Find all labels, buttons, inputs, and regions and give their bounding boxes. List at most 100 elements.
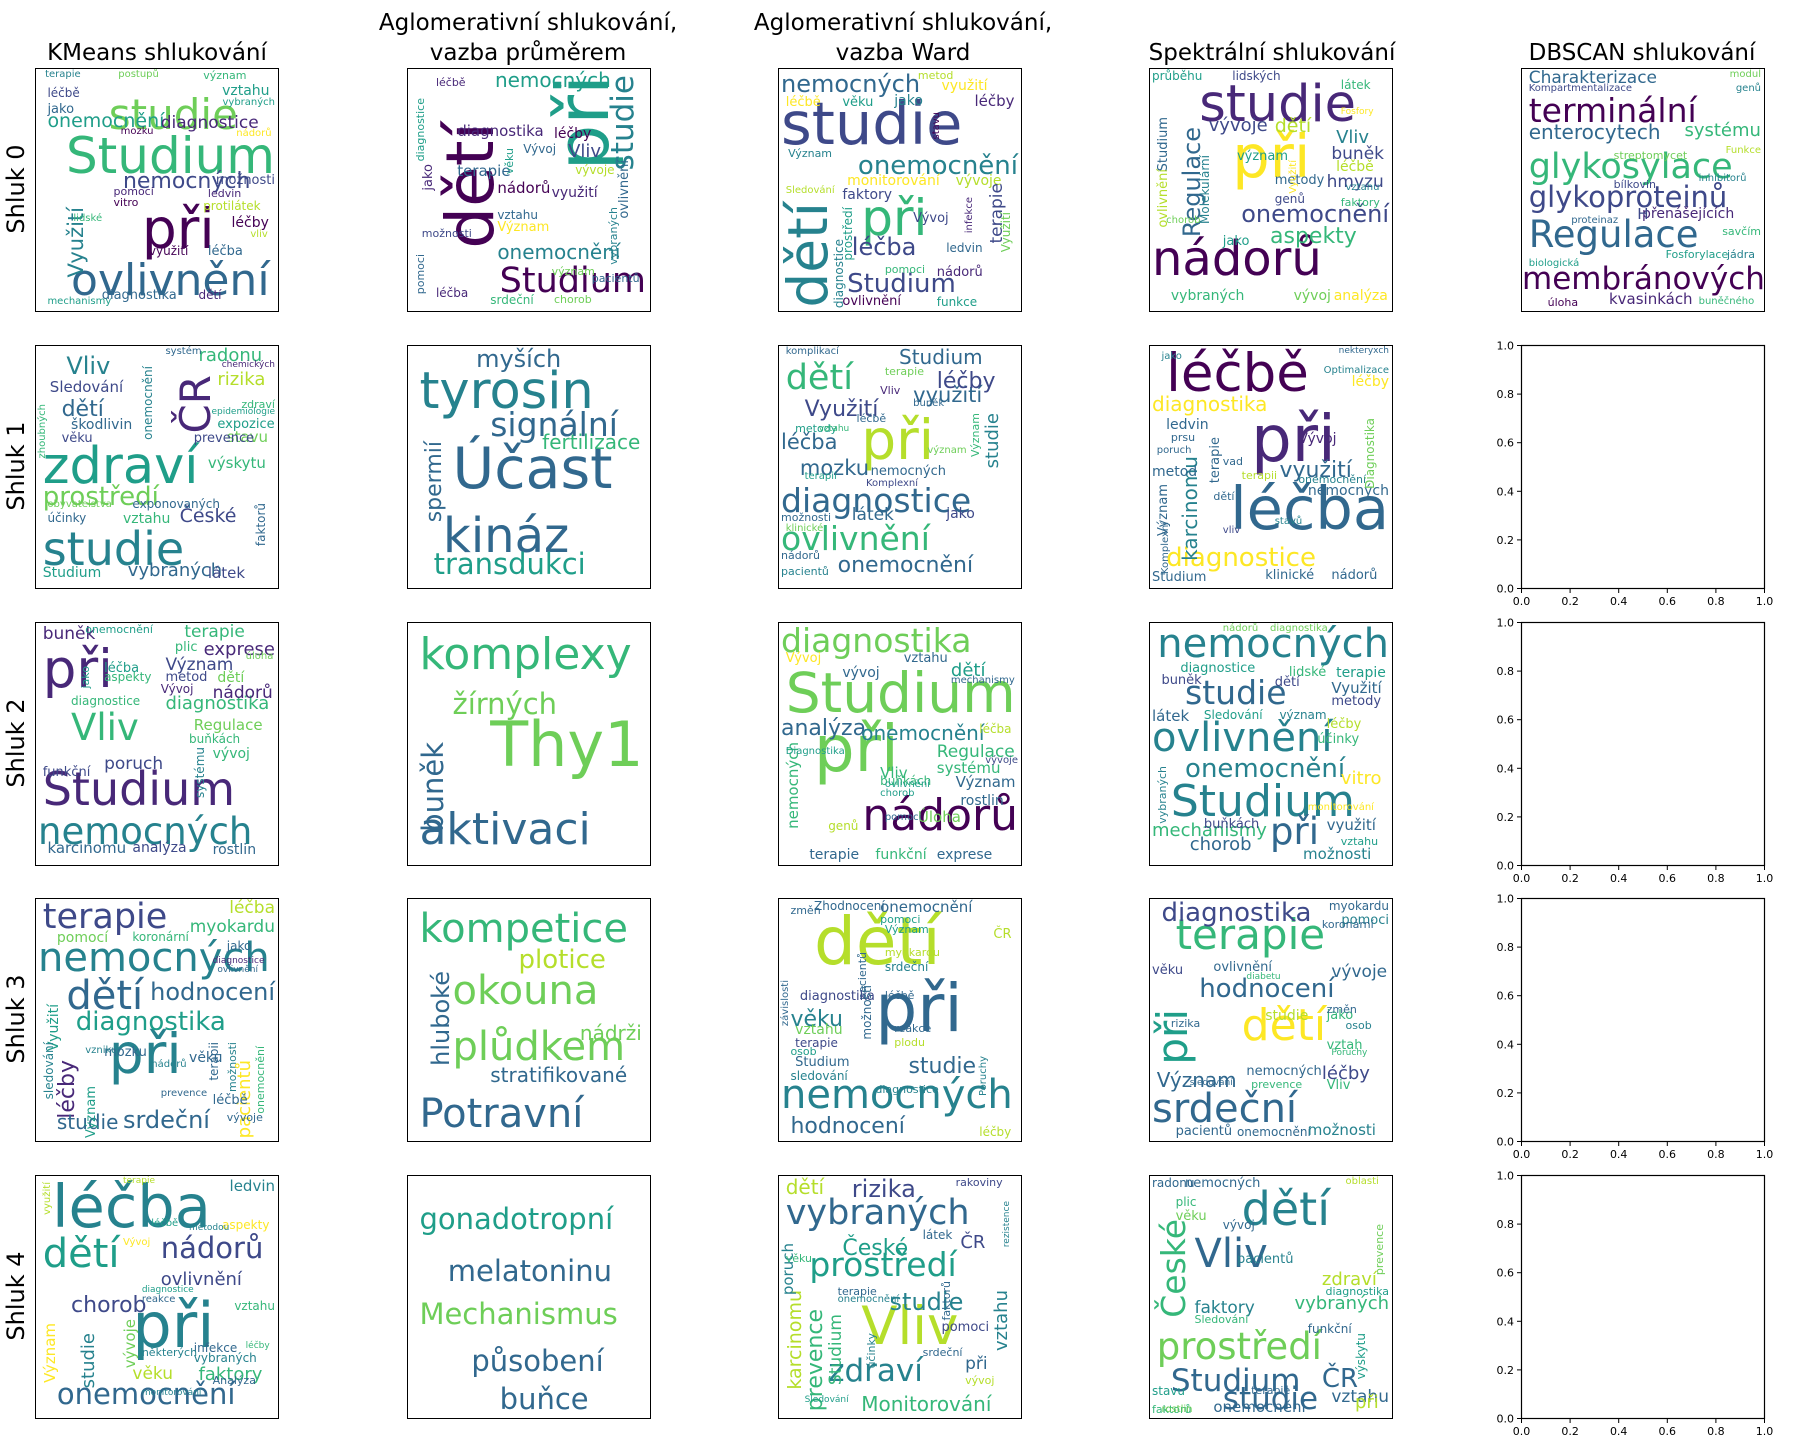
y-tick-label: 0.2	[1497, 1364, 1515, 1377]
cloud-word: vybraných	[1170, 288, 1245, 305]
x-tick-label: 0.0	[1513, 595, 1531, 608]
cloud-word: dětí	[1241, 999, 1327, 1051]
cloud-word: látek	[207, 564, 246, 583]
cloud-word: osob	[1345, 1019, 1372, 1033]
cloud-word: ovlivnění	[160, 1269, 242, 1291]
cloud-word: hluboké	[426, 970, 455, 1066]
cloud-word: změn	[1326, 1002, 1357, 1016]
cloud-word: jako	[420, 164, 436, 191]
row-label: Shluk 2	[2, 698, 30, 788]
cloud-word: terapie	[837, 1284, 877, 1298]
cloud-word: nemocných	[781, 70, 921, 99]
cloud-word: nádorů	[781, 548, 820, 562]
cloud-word: možnosti	[860, 984, 875, 1040]
cloud-word: vztahu	[1331, 1387, 1389, 1408]
cloud-word: nádorů	[212, 683, 273, 704]
cloud-word: využití	[551, 184, 598, 201]
y-tick-label: 0.8	[1497, 388, 1515, 401]
cloud-word: ovlivnění	[1152, 715, 1333, 762]
cloud-word: poruch	[104, 754, 164, 775]
cloud-word: při	[1232, 121, 1311, 191]
cloud-word: aspekty	[222, 1218, 270, 1233]
cloud-word: Sledování	[804, 1395, 849, 1406]
cloud-word: Vliv	[1194, 1230, 1268, 1277]
cloud-word: buněk	[1331, 143, 1385, 164]
cloud-word: vývoj	[1222, 1218, 1255, 1233]
y-tick-label: 0.8	[1497, 665, 1515, 678]
row-label: Shluk 3	[2, 974, 30, 1064]
cloud-word: žírných	[452, 687, 558, 722]
cloud-word: prevence	[1372, 1224, 1386, 1276]
cloud-word: dětí	[42, 1230, 120, 1277]
cloud-word: dětí	[1274, 115, 1312, 138]
cloud-word: dětí	[217, 670, 245, 687]
cloud-word: modul	[1729, 69, 1761, 80]
cloud-word: ovlivnění	[781, 518, 930, 558]
cloud-word: Vývoj	[1298, 430, 1337, 447]
cloud-word: diagnostika	[1152, 392, 1268, 417]
wordcloud-panel: Thy1 komplexy aktivaci žírných buněk	[407, 622, 651, 866]
cloud-word: ledvin	[229, 1177, 275, 1196]
cloud-word: úloha	[245, 651, 274, 663]
cloud-word: vývoje	[985, 755, 1018, 767]
cloud-word: stavů	[1274, 515, 1303, 527]
column-title-line: KMeans shlukování	[47, 40, 267, 66]
cloud-word: vybraných	[222, 97, 275, 109]
cloud-word: terapie	[184, 622, 245, 642]
cloud-word: onemocnění	[1298, 473, 1367, 487]
cloud-word: látek	[922, 1227, 953, 1242]
column-title-line: vazba Ward	[835, 40, 971, 66]
cloud-word: využití	[1326, 815, 1376, 834]
wordcloud-panel: dětí při diagnostice ovlivnění Využití využit…	[778, 345, 1022, 589]
cloud-word: pacientů	[1175, 1124, 1233, 1139]
cloud-word: ledvin	[207, 187, 242, 200]
cloud-word: bílkovin	[1613, 177, 1657, 191]
column-title-line: Spektrální shlukování	[1148, 40, 1396, 66]
y-tick-label: 0.0	[1497, 1136, 1515, 1149]
y-tick-label: 0.6	[1497, 1267, 1515, 1280]
cloud-word: onemocnění	[497, 240, 621, 265]
cloud-word: sledování	[41, 1041, 56, 1099]
x-tick-label: 0.4	[1610, 872, 1628, 885]
cloud-word: gonadotropní	[419, 1202, 614, 1237]
cloud-word: inhibitorů	[1698, 172, 1747, 184]
x-tick-label: 0.8	[1707, 1425, 1725, 1438]
cloud-word: monitorování	[141, 1388, 202, 1399]
cloud-word: pomoci	[413, 254, 427, 295]
x-tick-label: 0.6	[1659, 595, 1677, 608]
cloud-word: Vliv	[880, 763, 908, 782]
wordcloud-panel: vybraných Vliv prostředí zdraví rizika dětí Če…	[778, 1175, 1022, 1419]
cloud-word: vztahu	[1340, 835, 1379, 849]
cloud-word: monitorování	[1307, 802, 1374, 814]
y-tick-label: 1.0	[1497, 1170, 1515, 1183]
cloud-word: Vliv	[1326, 1078, 1351, 1094]
cloud-word: využití	[41, 1181, 53, 1215]
column-title-line: vazba průměrem	[429, 40, 627, 66]
cloud-word: Studium	[847, 268, 956, 299]
cloud-word: protilátek	[203, 198, 261, 213]
cloud-word: systém	[165, 346, 202, 357]
cloud-word: význam	[1236, 149, 1289, 165]
cloud-word: streptomycet	[1613, 149, 1688, 163]
y-tick-label: 0.2	[1497, 1087, 1515, 1100]
y-tick-label: 0.6	[1497, 437, 1515, 450]
cloud-word: účinky	[864, 1332, 878, 1369]
cloud-word: Studium	[1155, 117, 1171, 172]
cloud-word: terapie	[884, 364, 924, 378]
cloud-word: rizika	[851, 1175, 916, 1203]
cloud-word: vztahu	[991, 1290, 1013, 1352]
cloud-word: terapie	[457, 162, 511, 181]
cloud-word: Účast	[452, 436, 613, 503]
cloud-word: funkční	[875, 847, 927, 863]
cloud-word: Thy1	[490, 707, 644, 781]
cloud-word: Využití	[999, 211, 1014, 252]
cloud-word: diagnostika	[1161, 898, 1312, 928]
cloud-word: H	[1637, 204, 1649, 223]
cloud-word: terapii	[804, 471, 837, 483]
cloud-word: léčby	[553, 125, 592, 142]
cloud-word: obyvatelstva	[47, 499, 112, 511]
cloud-word: využití	[1279, 458, 1352, 484]
cloud-word: diagnostika	[457, 122, 544, 141]
cloud-word: vztahu	[795, 1021, 843, 1038]
cloud-word: spermií	[422, 441, 448, 523]
